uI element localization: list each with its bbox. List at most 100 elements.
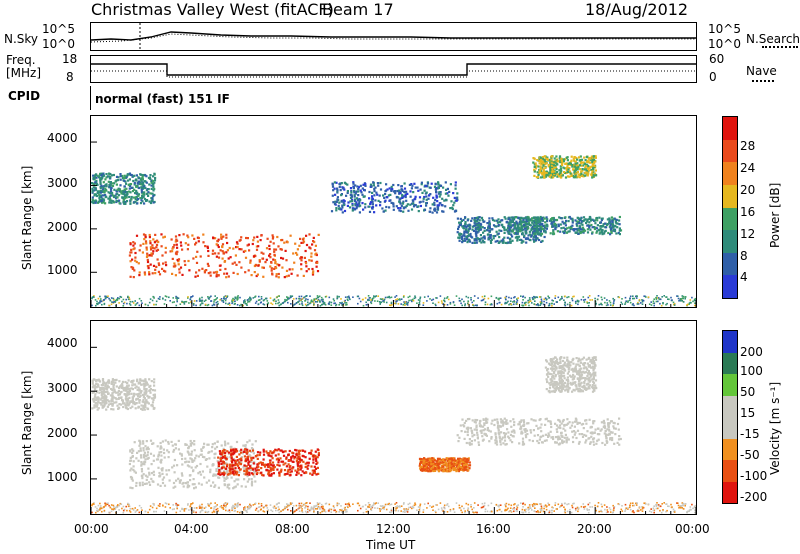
power-colorbar-swatch [723, 162, 737, 185]
power-ground-scatter-cell [300, 299, 302, 301]
power-echo-cell [515, 220, 518, 223]
power-echo-cell [528, 233, 531, 236]
power-ground-scatter-cell [244, 301, 246, 303]
power-echo-cell [557, 223, 560, 226]
power-echo-cell [581, 169, 584, 172]
velocity-echo-cell [272, 464, 275, 467]
velocity-echo-cell [250, 456, 253, 459]
power-echo-cell [574, 176, 577, 179]
power-ground-scatter-cell [213, 304, 216, 306]
power-echo-cell [517, 225, 520, 228]
power-echo-cell [579, 161, 582, 165]
power-ground-scatter-cell [240, 303, 242, 306]
velocity-echo-cell [137, 450, 140, 453]
power-ground-scatter-cell [684, 296, 687, 298]
power-echo-cell [277, 276, 280, 279]
power-echo-cell [437, 204, 440, 207]
power-ground-scatter-cell [348, 297, 350, 299]
power-echo-cell [557, 225, 560, 228]
power-echo-cell [454, 209, 457, 213]
power-echo-cell [480, 237, 483, 240]
power-echo-cell [516, 237, 519, 240]
power-echo-cell [518, 230, 522, 233]
power-echo-cell [431, 211, 434, 214]
power-echo-cell [404, 194, 407, 197]
power-ground-scatter-cell [168, 296, 170, 299]
power-echo-cell [383, 196, 386, 199]
power-ground-scatter-cell [232, 299, 235, 302]
velocity-echo-cell [248, 478, 251, 481]
velocity-echo-cell [167, 440, 170, 444]
power-ground-scatter-cell [529, 298, 531, 301]
power-ground-scatter-cell [313, 302, 315, 305]
power-ground-scatter-cell [184, 301, 186, 303]
power-ground-scatter-cell [289, 295, 292, 297]
power-ground-scatter-cell [529, 300, 532, 302]
power-echo-cell [458, 221, 461, 224]
power-echo-cell [577, 173, 580, 176]
power-ground-scatter-cell [539, 301, 542, 303]
velocity-echo-cell [243, 455, 246, 458]
power-echo-cell [508, 217, 511, 220]
power-ground-scatter-cell [147, 304, 149, 307]
power-echo-cell [510, 216, 513, 219]
power-ground-scatter-cell [535, 304, 538, 306]
power-ground-scatter-cell [434, 303, 437, 306]
velocity-echo-cell [238, 458, 241, 461]
power-ground-scatter-cell [377, 295, 379, 297]
power-echo-cell [119, 178, 122, 181]
power-echo-cell [503, 228, 506, 232]
velocity-echo-cell [124, 386, 128, 389]
velocity-echo-cell [298, 460, 302, 464]
power-ground-scatter-cell [151, 299, 154, 302]
power-ground-scatter-cell [324, 296, 327, 298]
power-ground-scatter-cell [544, 297, 547, 299]
power-echo-cell [481, 226, 484, 229]
velocity-echo-cell [180, 454, 183, 457]
power-echo-cell [444, 192, 447, 195]
velocity-echo-cell [140, 383, 143, 386]
power-ground-scatter-cell [486, 303, 489, 306]
power-echo-cell [583, 156, 586, 159]
power-ground-scatter-cell [655, 298, 658, 300]
power-ground-scatter-cell [115, 299, 117, 302]
power-ground-scatter-cell [265, 297, 268, 300]
velocity-echo-cell [242, 444, 245, 447]
velocity-echo-cell [101, 400, 104, 403]
power-echo-cell [273, 253, 276, 256]
power-echo-cell [388, 187, 391, 190]
power-echo-cell [560, 173, 563, 176]
power-ground-scatter-cell [412, 298, 414, 301]
power-echo-cell [98, 195, 101, 198]
power-echo-cell [372, 184, 375, 187]
power-echo-cell [549, 232, 552, 235]
power-echo-cell [457, 227, 460, 231]
power-echo-cell [581, 228, 584, 231]
power-echo-cell [552, 220, 555, 223]
velocity-echo-cell [221, 449, 224, 453]
power-echo-cell [140, 188, 143, 192]
power-ground-scatter-cell [232, 297, 234, 300]
power-echo-cell [110, 174, 114, 177]
power-ground-scatter-cell [528, 297, 531, 299]
velocity-echo-cell [139, 391, 142, 394]
velocity-echo-cell [313, 471, 316, 475]
power-echo-cell [110, 194, 113, 197]
velocity-echo-cell [143, 387, 146, 390]
power-echo-cell [504, 241, 507, 244]
power-echo-cell [192, 257, 195, 260]
velocity-echo-cell [167, 456, 170, 459]
velocity-echo-cell [152, 480, 155, 483]
power-echo-cell [612, 226, 615, 229]
power-echo-cell [149, 177, 152, 180]
power-echo-cell [99, 191, 103, 194]
power-echo-cell [538, 219, 541, 222]
power-echo-cell [436, 200, 439, 203]
velocity-echo-cell [176, 464, 179, 467]
power-echo-cell [253, 264, 256, 268]
power-echo-cell [215, 275, 218, 278]
power-echo-cell [516, 232, 519, 235]
power-echo-cell [384, 209, 387, 212]
power-ground-scatter-cell [553, 303, 555, 305]
power-ground-scatter-cell [504, 296, 506, 299]
